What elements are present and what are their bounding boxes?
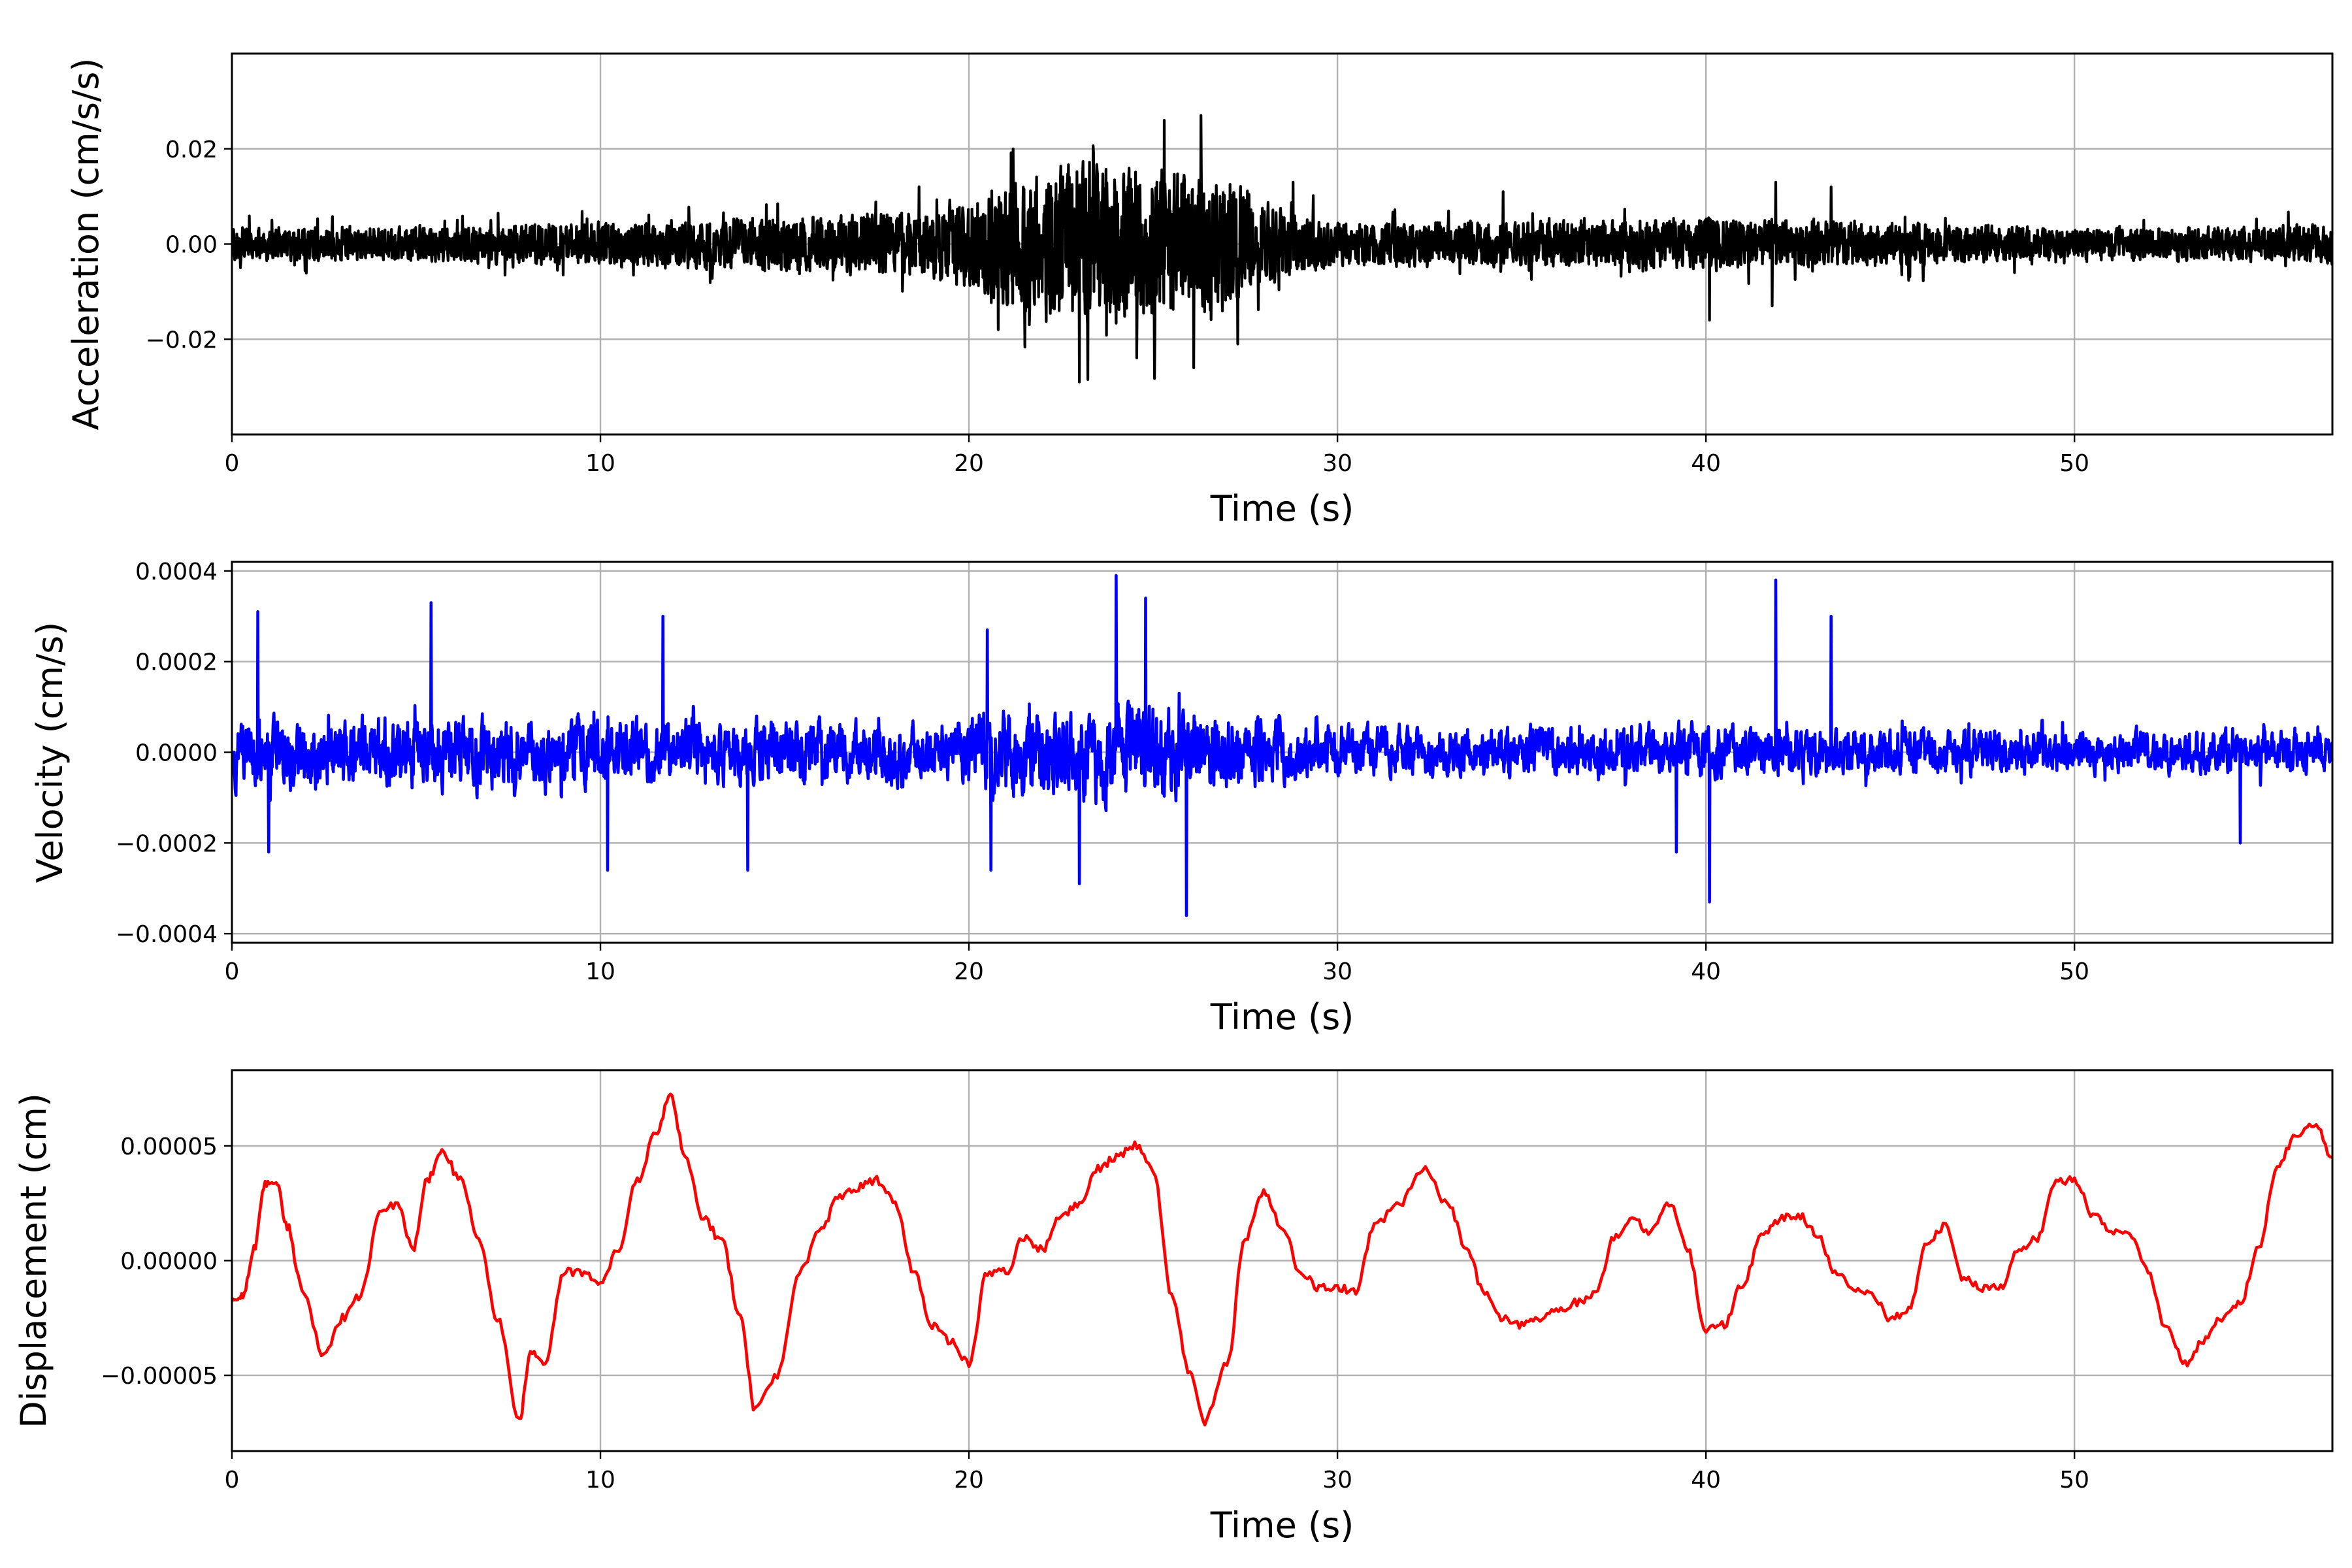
series-line-displacement xyxy=(232,1092,2332,1427)
panel-velocity: 0 10 20 30 40 50 −0.0004 −0.0002 0.0000 0.0002 0.0… xyxy=(29,559,2334,1037)
x-tick-label: 0 xyxy=(225,450,240,477)
x-tick-label: 10 xyxy=(585,1467,615,1494)
x-tick-label: 50 xyxy=(2059,450,2089,477)
x-tick-label: 10 xyxy=(585,450,615,477)
x-tick-label: 0 xyxy=(225,958,240,985)
panel-displacement: 0 10 20 30 40 50 −0.00005 0.00000 0.00005 Time (s… xyxy=(13,1069,2334,1546)
x-tick-label: 0 xyxy=(225,1467,240,1494)
y-tick-label: 0.00005 xyxy=(120,1134,218,1160)
x-tick-label: 20 xyxy=(954,450,984,477)
x-tick-label: 50 xyxy=(2059,958,2089,985)
x-tick-label: 30 xyxy=(1322,1467,1352,1494)
x-tick-label: 40 xyxy=(1691,1467,1721,1494)
y-axis-label: Velocity (cm/s) xyxy=(29,622,71,883)
y-tick-label: −0.02 xyxy=(146,327,218,353)
y-tick-label: 0.0002 xyxy=(135,649,218,676)
x-tick-label: 40 xyxy=(1691,450,1721,477)
y-tick-label: −0.0002 xyxy=(116,830,218,857)
x-axis-label: Time (s) xyxy=(1210,996,1354,1037)
panel-acceleration: 0 10 20 30 40 50 −0.02 0.00 0.02 Time (s) Accelera… xyxy=(65,52,2334,529)
y-tick-label: 0.0004 xyxy=(135,559,218,585)
y-tick-label: 0.0000 xyxy=(135,740,218,767)
x-tick-label: 20 xyxy=(954,958,984,985)
x-tick-label: 10 xyxy=(585,958,615,985)
y-tick-label: −0.0004 xyxy=(116,921,218,948)
x-axis-label: Time (s) xyxy=(1210,1505,1354,1546)
y-tick-label: 0.00000 xyxy=(120,1249,218,1275)
x-tick-label: 30 xyxy=(1322,958,1352,985)
x-axis-label: Time (s) xyxy=(1210,488,1354,529)
y-tick-label: −0.00005 xyxy=(101,1363,218,1390)
y-axis-label: Displacement (cm) xyxy=(13,1093,54,1428)
y-axis-label: Acceleration (cm/s/s) xyxy=(65,58,106,431)
series-line-velocity xyxy=(232,574,2332,917)
y-tick-label: 0.00 xyxy=(165,232,218,259)
x-tick-label: 50 xyxy=(2059,1467,2089,1494)
y-tick-label: 0.02 xyxy=(165,137,218,163)
x-tick-label: 30 xyxy=(1322,450,1352,477)
x-tick-label: 40 xyxy=(1691,958,1721,985)
series-line-acceleration xyxy=(232,114,2332,384)
x-tick-label: 20 xyxy=(954,1467,984,1494)
panels: 0 10 20 30 40 50 −0.02 0.00 0.02 Time (s) Accelera… xyxy=(13,52,2334,1546)
